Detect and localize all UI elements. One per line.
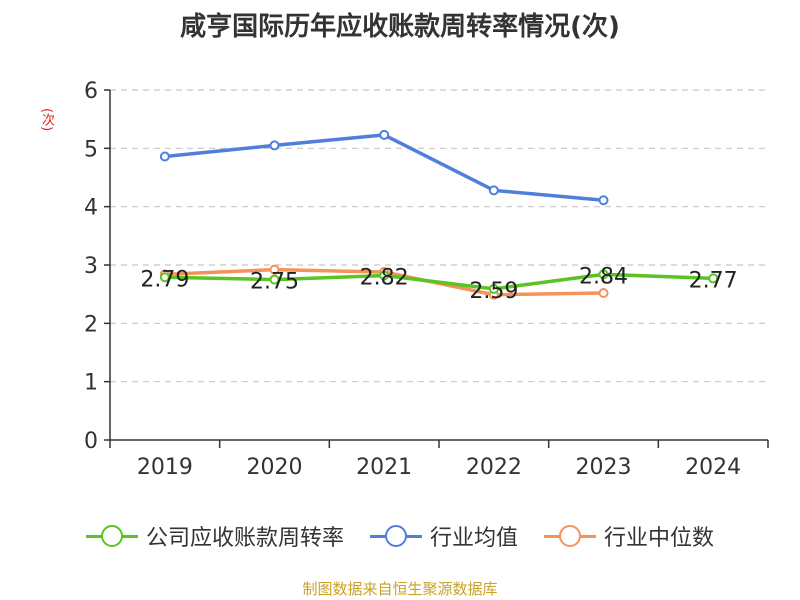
x-tick-label-2022: 2022 — [466, 455, 522, 480]
legend-label-industry-mean: 行业均值 — [429, 526, 518, 551]
x-tick-label-2019: 2019 — [137, 455, 193, 480]
series-1-point-2021 — [379, 129, 390, 140]
y-tick-label-0: 0 — [84, 429, 98, 454]
chart-title: 咸亨国际历年应收账款周转率情况(次) — [180, 12, 620, 42]
series-2-point-2020 — [269, 264, 280, 275]
series-0-point-2023 — [598, 269, 609, 280]
legend: 公司应收账款周转率 行业均值 行业中位数 — [0, 520, 800, 552]
y-tick-label-1: 1 — [84, 371, 98, 396]
data-label-2019: 2.79 — [140, 267, 189, 292]
series-0-point-2020 — [269, 274, 280, 285]
y-tick-label-5: 5 — [84, 137, 98, 162]
y-tick-label-3: 3 — [84, 254, 98, 279]
x-tick-label-2023: 2023 — [576, 455, 632, 480]
series-0-point-2022 — [488, 283, 499, 294]
data-label-2020: 2.75 — [250, 270, 299, 295]
legend-swatch-industry-mean — [369, 524, 422, 548]
series-2-point-2023 — [598, 288, 609, 298]
series-1-point-2020 — [269, 140, 280, 151]
data-label-2021: 2.82 — [360, 266, 409, 291]
legend-label-industry-median: 行业中位数 — [604, 526, 715, 551]
legend-label-company: 公司应收账款周转率 — [145, 526, 344, 551]
series-0-point-2019 — [159, 272, 170, 283]
x-tick-label-2024: 2024 — [685, 455, 741, 480]
series-0-point-2021 — [379, 270, 390, 281]
series-1-point-2019 — [159, 151, 170, 162]
y-tick-label-4: 4 — [84, 196, 98, 221]
data-label-2024: 2.77 — [689, 268, 738, 293]
series-1-point-2022 — [488, 185, 499, 196]
series-0-point-2024 — [708, 273, 719, 284]
x-tick-label-2021: 2021 — [356, 455, 412, 480]
series-line-0 — [164, 272, 714, 291]
x-tick-label-2020: 2020 — [247, 455, 303, 480]
data-label-2022: 2.59 — [469, 279, 518, 304]
y-tick-label-2: 2 — [84, 312, 98, 337]
y-tick-label-6: 6 — [84, 79, 98, 104]
legend-swatch-company — [85, 524, 138, 548]
data-source-note: 制图数据来自恒生聚源数据库 — [302, 580, 498, 598]
y-axis-label: (次) — [39, 108, 54, 132]
series-line-1 — [164, 133, 604, 202]
legend-item-industry-median[interactable]: 行业中位数 — [544, 520, 714, 552]
legend-swatch-industry-median — [544, 524, 596, 548]
legend-item-company[interactable]: 公司应收账款周转率 — [85, 520, 344, 552]
legend-item-industry-mean[interactable]: 行业均值 — [369, 520, 518, 552]
series-1-point-2023 — [598, 195, 609, 206]
data-label-2023: 2.84 — [579, 264, 628, 289]
